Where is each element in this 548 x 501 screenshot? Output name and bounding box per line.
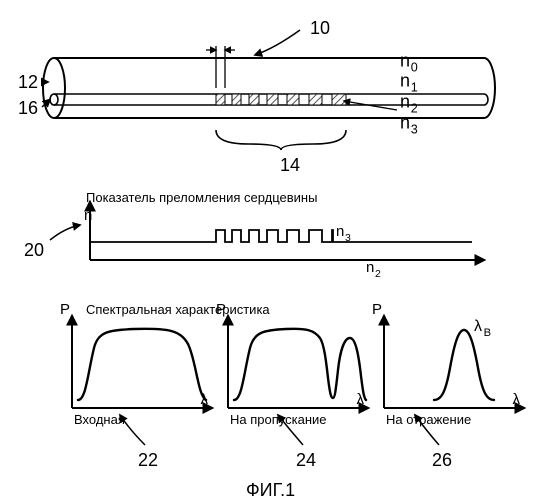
ref-20: 20 bbox=[24, 240, 44, 261]
svg-text:2: 2 bbox=[411, 101, 418, 115]
ref-14: 14 bbox=[280, 155, 300, 176]
svg-text:B: B bbox=[484, 327, 491, 339]
svg-text:n: n bbox=[400, 50, 410, 70]
svg-text:3: 3 bbox=[345, 232, 351, 244]
svg-text:n: n bbox=[84, 207, 92, 224]
svg-text:3: 3 bbox=[411, 122, 418, 136]
ref-16: 16 bbox=[18, 98, 38, 119]
svg-text:n: n bbox=[336, 223, 344, 240]
svg-text:P: P bbox=[60, 301, 70, 318]
svg-text:n: n bbox=[400, 112, 410, 132]
svg-text:1: 1 bbox=[411, 80, 418, 94]
spectra-title: Спектральная характеристика bbox=[86, 302, 270, 317]
ref-10: 10 bbox=[310, 18, 330, 39]
svg-text:n: n bbox=[400, 91, 410, 111]
ref-24: 24 bbox=[296, 450, 316, 471]
index-title: Показатель преломления сердцевины bbox=[86, 190, 317, 205]
svg-text:P: P bbox=[372, 301, 382, 318]
svg-text:На отражение: На отражение bbox=[386, 412, 471, 427]
diagram-canvas: n0n1n2n3nn2n3PλВходнаяPλНа пропусканиеPλ… bbox=[0, 0, 548, 500]
svg-text:n: n bbox=[400, 70, 410, 90]
ref-26: 26 bbox=[432, 450, 452, 471]
svg-text:Входная: Входная bbox=[74, 412, 125, 427]
svg-text:n: n bbox=[366, 259, 374, 276]
ref-12: 12 bbox=[18, 72, 38, 93]
svg-text:2: 2 bbox=[375, 268, 381, 280]
svg-text:0: 0 bbox=[411, 60, 418, 74]
svg-text:На пропускание: На пропускание bbox=[230, 412, 327, 427]
svg-text:λ: λ bbox=[474, 318, 482, 335]
figure-label: ФИГ.1 bbox=[246, 480, 295, 501]
svg-text:λ: λ bbox=[513, 391, 521, 408]
ref-22: 22 bbox=[138, 450, 158, 471]
